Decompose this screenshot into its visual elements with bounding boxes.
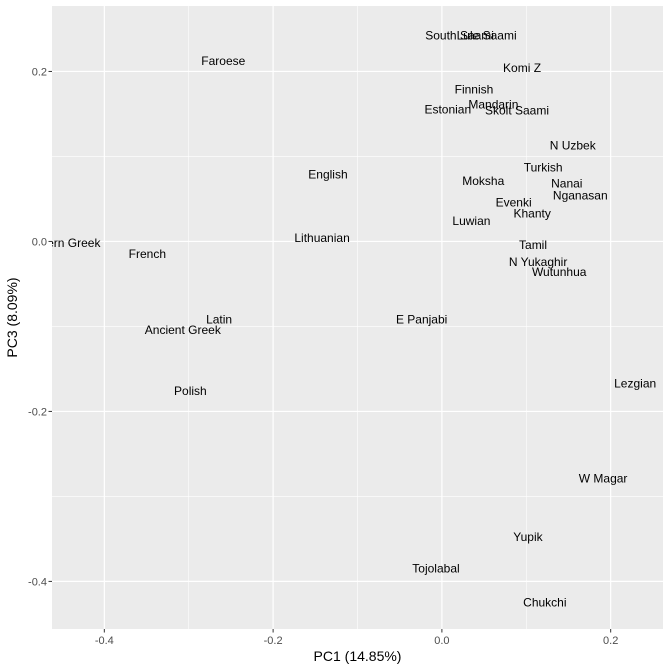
y-axis-title: PC3 (8.09%): [4, 277, 20, 357]
point-label: Finnish: [455, 82, 494, 96]
x-tick-label: 0.0: [434, 635, 449, 647]
point-label: Yupik: [513, 530, 543, 544]
x-tick-label: -0.4: [95, 635, 114, 647]
x-tick-label: -0.2: [264, 635, 283, 647]
y-tick-label: 0.0: [32, 236, 47, 248]
point-label: Nganasan: [553, 189, 608, 203]
y-tick-label: -0.4: [28, 576, 47, 588]
point-label: Chukchi: [523, 596, 566, 610]
y-tick-label: 0.2: [32, 66, 47, 78]
point-label: E Panjabi: [396, 313, 447, 327]
point-label: N Uzbek: [550, 138, 597, 152]
point-label: Lezgian: [614, 376, 656, 390]
point-label: Moksha: [462, 174, 504, 188]
point-label: Khanty: [514, 206, 551, 220]
point-label: Estonian: [424, 103, 471, 117]
x-tick-label: 0.2: [603, 635, 618, 647]
point-label: Evenki: [496, 195, 532, 209]
point-label: Tojolabal: [412, 562, 459, 576]
axis-ticks: -0.4 -0.2 0.0 0.2 -0.4 -0.2 0.0 0.2: [28, 66, 618, 647]
point-label: South Saami: [425, 29, 494, 43]
point-label: Luwian: [452, 214, 490, 228]
point-label: N Yukaghir: [509, 255, 567, 269]
point-label: Komi Z: [503, 61, 541, 75]
point-label: Polish: [174, 384, 207, 398]
point-label: Modern Greek: [24, 236, 102, 250]
gridlines: [52, 6, 663, 629]
point-label: Mandarin: [468, 98, 518, 112]
point-label: Tamil: [519, 238, 547, 252]
point-label: Lithuanian: [294, 231, 349, 245]
point-label: Turkish: [524, 160, 563, 174]
point-label: Ancient Greek: [145, 323, 222, 337]
point-label: English: [308, 167, 347, 181]
point-label: W Magar: [579, 472, 628, 486]
y-tick-label: -0.2: [28, 406, 47, 418]
x-axis-title: PC1 (14.85%): [314, 648, 402, 664]
point-label: Skolt Saami: [485, 104, 549, 118]
point-label: Lule Saami: [457, 29, 517, 43]
point-label: Wutunhua: [532, 265, 587, 279]
point-label: Faroese: [201, 54, 245, 68]
point-label: Nanai: [551, 177, 582, 191]
point-label: Latin: [206, 313, 232, 327]
point-label: French: [129, 247, 166, 261]
